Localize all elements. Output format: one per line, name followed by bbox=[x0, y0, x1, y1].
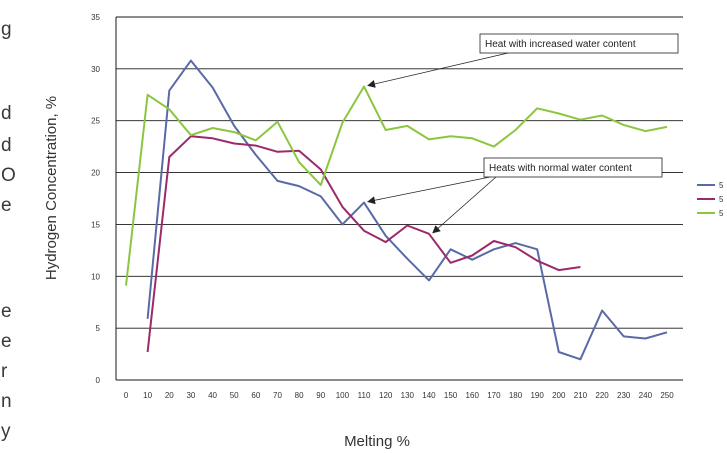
x-tick-label: 120 bbox=[379, 391, 393, 400]
x-tick-label: 200 bbox=[552, 391, 566, 400]
x-tick-label: 160 bbox=[466, 391, 480, 400]
x-tick-label: 100 bbox=[336, 391, 350, 400]
side-text-fragment: O bbox=[1, 165, 16, 186]
annotation-arrow bbox=[367, 52, 509, 88]
side-text-fragment: d bbox=[1, 135, 12, 156]
x-tick-label: 150 bbox=[444, 391, 458, 400]
series-line-2 bbox=[146, 135, 581, 353]
x-tick-label: 50 bbox=[230, 391, 239, 400]
y-tick-label: 10 bbox=[91, 272, 100, 281]
y-tick-label: 20 bbox=[91, 169, 100, 178]
y-tick-label: 5 bbox=[96, 324, 101, 333]
side-text-fragment: e bbox=[1, 331, 12, 352]
annotation-label: Heats with normal water content bbox=[489, 163, 632, 174]
x-tick-label: 170 bbox=[487, 391, 501, 400]
x-tick-label: 20 bbox=[165, 391, 174, 400]
x-tick-label: 230 bbox=[617, 391, 631, 400]
x-tick-label: 130 bbox=[401, 391, 415, 400]
x-tick-label: 180 bbox=[509, 391, 523, 400]
x-tick-label: 30 bbox=[186, 391, 195, 400]
legend-label: 5 bbox=[719, 195, 724, 204]
x-tick-label: 250 bbox=[660, 391, 674, 400]
x-tick-label: 210 bbox=[574, 391, 588, 400]
annotation-arrow bbox=[432, 176, 497, 234]
cropped-side-text: g d d O e e e r n y bbox=[0, 0, 20, 453]
side-text-fragment: e bbox=[1, 301, 12, 322]
x-tick-label: 40 bbox=[208, 391, 217, 400]
x-tick-label: 70 bbox=[273, 391, 282, 400]
series-line-3 bbox=[125, 85, 668, 286]
y-tick-label: 15 bbox=[91, 220, 100, 229]
y-tick-label: 25 bbox=[91, 117, 100, 126]
x-tick-label: 60 bbox=[251, 391, 260, 400]
side-text-fragment: d bbox=[1, 103, 12, 124]
x-tick-label: 220 bbox=[595, 391, 609, 400]
annotation-box bbox=[479, 33, 679, 54]
annotation-label: Heat with increased water content bbox=[485, 39, 636, 50]
y-axis-title: Hydrogen Concentration, % bbox=[43, 96, 60, 280]
legend-label: 5 bbox=[719, 181, 724, 190]
side-text-fragment: y bbox=[1, 421, 11, 442]
side-text-fragment: n bbox=[1, 391, 12, 412]
y-tick-label: 35 bbox=[91, 13, 100, 22]
y-tick-label: 0 bbox=[96, 376, 101, 385]
legend-label: 5 bbox=[719, 209, 724, 218]
x-tick-label: 140 bbox=[422, 391, 436, 400]
x-axis-title: Melting % bbox=[344, 433, 410, 450]
x-tick-label: 90 bbox=[316, 391, 325, 400]
side-text-fragment: e bbox=[1, 195, 12, 216]
x-tick-label: 240 bbox=[639, 391, 653, 400]
side-text-fragment: r bbox=[1, 361, 8, 382]
x-tick-label: 190 bbox=[530, 391, 544, 400]
x-tick-label: 10 bbox=[143, 391, 152, 400]
y-tick-label: 30 bbox=[91, 65, 100, 74]
side-text-fragment: g bbox=[1, 19, 12, 40]
annotation-box bbox=[483, 157, 663, 178]
x-tick-label: 0 bbox=[124, 391, 129, 400]
x-tick-label: 80 bbox=[295, 391, 304, 400]
series-line-1 bbox=[146, 59, 668, 361]
annotation-arrow bbox=[367, 176, 491, 205]
x-tick-label: 110 bbox=[358, 391, 371, 400]
